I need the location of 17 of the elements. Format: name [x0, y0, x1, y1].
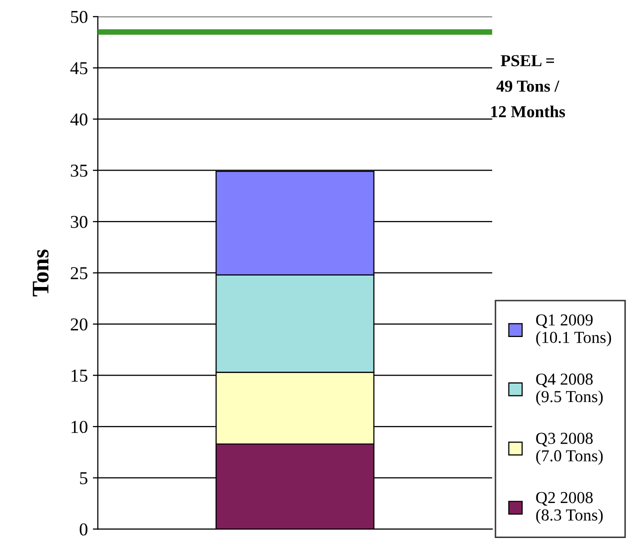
- y-axis-title: Tons: [32, 250, 49, 296]
- y-tick-label: 35: [70, 164, 88, 177]
- legend-label: Q1 2009 (10.1 Tons): [536, 314, 612, 346]
- y-tick-label: 30: [70, 216, 88, 228]
- y-tick-label: 5: [80, 472, 88, 484]
- legend-label: Q2 2008 (8.3 Tons): [536, 492, 603, 524]
- y-tick-label: 15: [72, 370, 88, 382]
- y-tick-label: 45: [70, 62, 88, 74]
- y-tick-label: 50: [71, 10, 88, 24]
- legend-label: Q3 2008 (7.0 Tons): [536, 432, 603, 465]
- legend-label: Q4 2008 (9.5 Tons): [536, 374, 603, 406]
- y-tick-label: 25: [70, 267, 88, 280]
- y-tick-label: 10: [72, 420, 88, 434]
- y-tick-label: 0: [80, 523, 88, 536]
- ref-line-label: PSEL = 49 Tons / 12 Months: [491, 55, 565, 118]
- y-tick-label: 40: [70, 113, 88, 126]
- y-tick-label: 20: [70, 318, 88, 331]
